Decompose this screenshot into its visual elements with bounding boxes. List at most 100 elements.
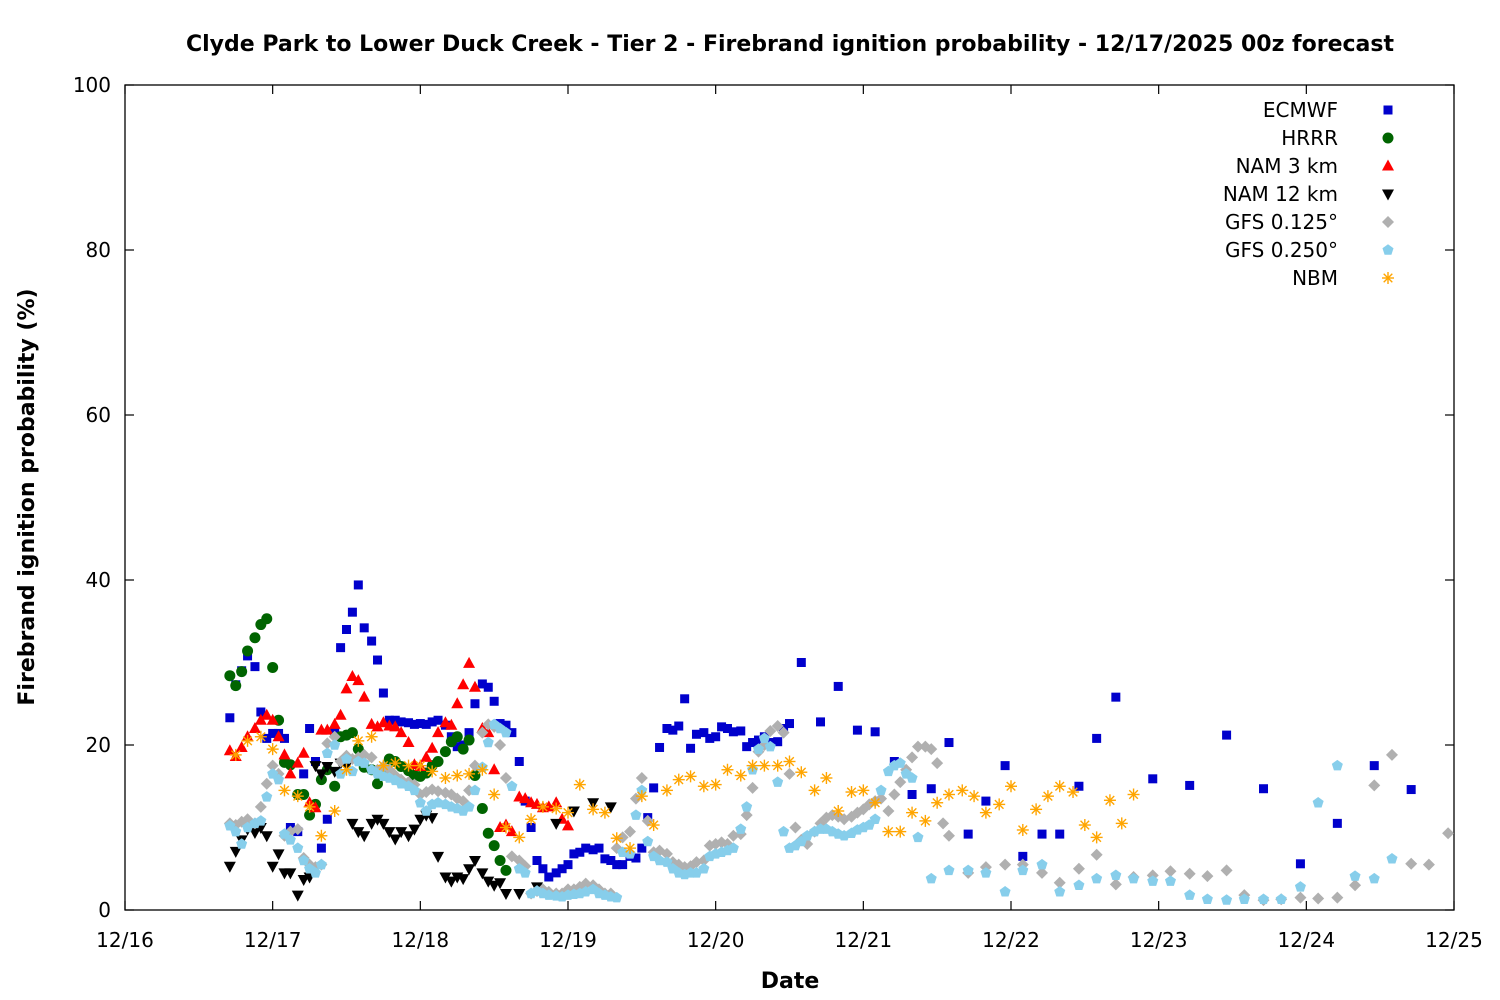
data-point — [352, 827, 365, 839]
data-point — [1332, 818, 1342, 828]
data-point — [525, 813, 538, 826]
data-point — [1349, 870, 1361, 881]
data-point — [315, 858, 327, 870]
data-point — [248, 722, 261, 733]
data-point — [267, 768, 279, 779]
data-point — [647, 819, 660, 832]
data-point — [526, 823, 536, 832]
data-point — [346, 818, 359, 830]
data-point — [439, 746, 451, 758]
data-point — [476, 803, 488, 815]
data-point — [1294, 891, 1307, 904]
data-point — [709, 778, 722, 791]
data-point — [284, 834, 296, 845]
series-6 — [229, 730, 1140, 855]
data-point — [852, 725, 862, 735]
legend-marker — [1382, 272, 1394, 284]
data-point — [414, 759, 427, 772]
data-point — [359, 623, 369, 633]
data-point — [979, 806, 992, 819]
data-point — [291, 790, 304, 803]
data-point — [962, 864, 974, 876]
data-point — [999, 886, 1011, 897]
data-point — [433, 715, 443, 725]
data-point — [1053, 876, 1066, 889]
data-point — [1111, 692, 1121, 702]
data-point — [235, 740, 248, 752]
data-point — [630, 809, 642, 820]
data-point — [728, 727, 738, 737]
data-point — [875, 792, 888, 805]
data-point — [631, 853, 641, 863]
data-point — [1331, 891, 1344, 904]
x-tick-label: 12/18 — [392, 928, 450, 952]
data-point — [278, 828, 290, 839]
data-point — [588, 845, 598, 855]
data-point — [660, 784, 673, 797]
data-point — [1072, 862, 1085, 875]
data-point — [1041, 790, 1054, 803]
x-tick-label: 12/17 — [244, 928, 302, 952]
data-point — [684, 770, 697, 783]
y-tick-label: 40 — [86, 568, 111, 592]
data-point — [1201, 870, 1214, 883]
data-point — [329, 739, 341, 750]
data-point — [365, 751, 378, 764]
data-point — [254, 730, 267, 743]
data-point — [303, 800, 316, 813]
data-point — [476, 763, 489, 776]
data-point — [536, 800, 549, 813]
data-point — [469, 770, 481, 782]
data-point — [919, 814, 932, 827]
data-point — [882, 805, 895, 817]
data-point — [1109, 878, 1122, 891]
data-point — [248, 827, 261, 839]
data-point — [439, 772, 452, 784]
data-point — [291, 890, 304, 902]
data-point — [224, 820, 236, 831]
data-point — [734, 769, 747, 782]
x-tick-label: 12/16 — [96, 928, 154, 952]
data-point — [278, 784, 291, 797]
data-point — [538, 864, 548, 874]
data-point — [260, 777, 273, 790]
data-point — [476, 868, 489, 880]
data-point — [1090, 848, 1103, 861]
data-point — [463, 864, 476, 876]
data-point — [352, 734, 365, 747]
data-point — [432, 756, 444, 767]
data-point — [686, 743, 696, 753]
data-point — [783, 767, 796, 780]
data-point — [968, 790, 981, 803]
data-point — [869, 813, 881, 824]
data-point — [371, 814, 384, 826]
data-point — [346, 727, 358, 739]
data-point — [1091, 872, 1103, 884]
data-point — [268, 728, 278, 738]
y-axis-ticks: 0 20 40 60 80 100 — [73, 73, 1454, 922]
data-point — [942, 788, 955, 801]
data-point — [402, 831, 415, 843]
data-point — [432, 851, 445, 863]
data-point — [894, 776, 907, 789]
data-point — [736, 726, 746, 736]
data-point — [1201, 893, 1213, 904]
data-point — [309, 761, 322, 773]
data-point — [764, 724, 777, 737]
data-point — [395, 726, 408, 738]
data-point — [894, 757, 906, 768]
data-point — [494, 855, 506, 866]
data-point — [415, 719, 425, 729]
data-point — [267, 661, 279, 673]
data-point — [499, 772, 512, 784]
data-point — [346, 670, 359, 682]
x-tick-label: 12/25 — [1425, 928, 1483, 952]
data-point — [550, 802, 563, 815]
data-point — [1368, 872, 1380, 884]
x-tick-label: 12/21 — [835, 928, 893, 952]
data-point — [1016, 823, 1029, 836]
data-point — [390, 715, 400, 725]
data-point — [494, 878, 507, 890]
data-point — [943, 864, 955, 876]
data-point — [299, 769, 309, 779]
